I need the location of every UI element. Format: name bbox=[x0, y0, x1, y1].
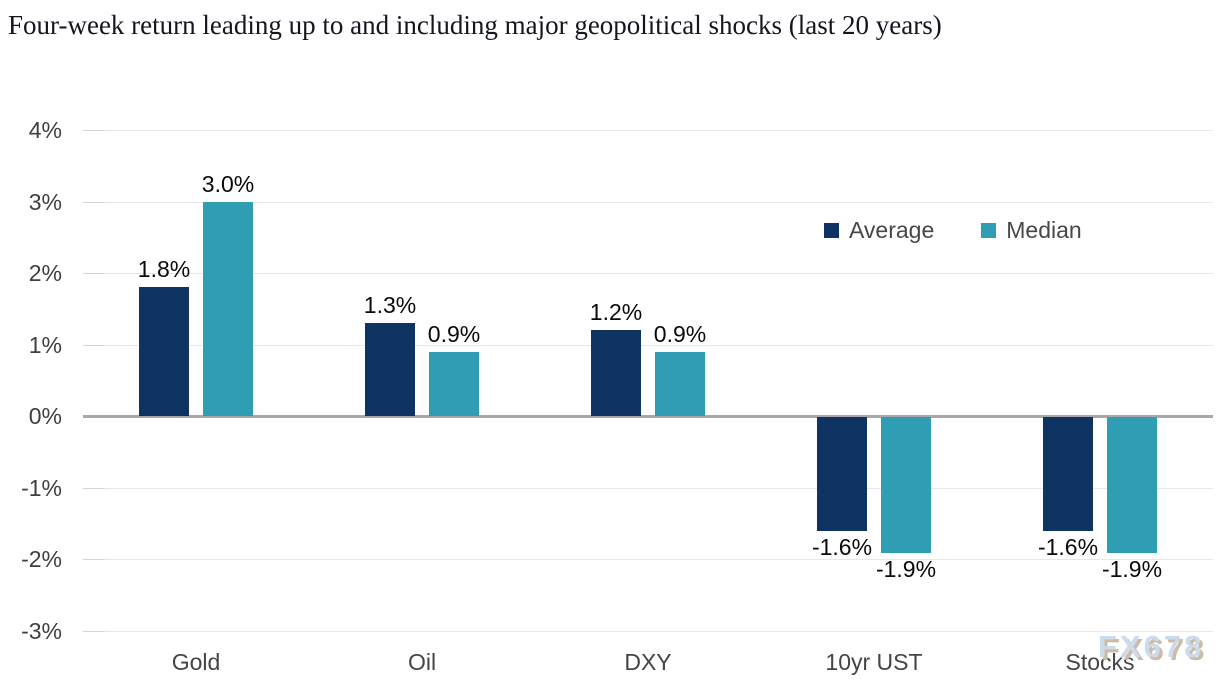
bar-average bbox=[817, 417, 867, 532]
y-axis-tick bbox=[83, 344, 105, 346]
bar-average bbox=[1043, 417, 1093, 532]
grid-line bbox=[83, 487, 1213, 489]
grid-line bbox=[83, 344, 1213, 346]
y-axis-label: -1% bbox=[21, 474, 62, 501]
bar-value-label: 1.3% bbox=[363, 292, 417, 319]
average-series-swatch bbox=[824, 222, 839, 238]
bar-average bbox=[591, 330, 641, 416]
x-axis-label: Oil bbox=[407, 649, 437, 675]
bar-median bbox=[429, 351, 479, 416]
bar-value-label: 0.9% bbox=[653, 320, 707, 347]
x-axis-label: Gold bbox=[171, 649, 221, 675]
y-axis-tick bbox=[83, 487, 105, 489]
bar-value-label: 0.9% bbox=[427, 320, 481, 347]
chart-title: Four-week return leading up to and inclu… bbox=[8, 10, 942, 40]
grid-line bbox=[83, 630, 1213, 632]
y-axis-label: 1% bbox=[28, 331, 62, 358]
bar-median bbox=[881, 417, 931, 553]
y-axis-label: 4% bbox=[28, 117, 62, 143]
legend-label-median: Median bbox=[1006, 217, 1082, 243]
y-axis-label: 3% bbox=[28, 188, 62, 215]
legend-item-average: Average bbox=[824, 216, 934, 244]
bar-value-label: -1.9% bbox=[1101, 555, 1163, 582]
chart-legend: Average Median bbox=[824, 216, 1082, 244]
bar-average bbox=[365, 323, 415, 416]
bar-value-label: 1.8% bbox=[137, 256, 191, 283]
legend-item-median: Median bbox=[981, 216, 1082, 244]
bar-median bbox=[1107, 417, 1157, 553]
y-axis-tick bbox=[83, 201, 105, 203]
grid-line bbox=[83, 559, 1213, 560]
legend-label-average: Average bbox=[849, 217, 935, 243]
bar-median bbox=[655, 351, 705, 416]
y-axis-tick bbox=[83, 130, 105, 131]
x-axis-label: 10yr UST bbox=[825, 649, 923, 675]
bar-value-label: 1.2% bbox=[589, 299, 643, 326]
y-axis-tick bbox=[83, 630, 105, 632]
y-axis-tick bbox=[83, 273, 105, 274]
fx678-watermark: FX678 bbox=[1098, 629, 1205, 664]
median-series-swatch bbox=[981, 222, 997, 238]
grid-line bbox=[83, 201, 1213, 203]
y-axis-tick bbox=[83, 559, 105, 560]
y-axis-label: 0% bbox=[28, 403, 62, 429]
grid-line bbox=[83, 273, 1213, 274]
bar-value-label: 3.0% bbox=[201, 170, 255, 197]
x-axis-label: Stocks bbox=[1065, 649, 1135, 675]
grid-line bbox=[83, 130, 1213, 131]
bar-value-label: -1.9% bbox=[875, 555, 937, 582]
bar-median bbox=[203, 201, 253, 416]
bar-average bbox=[139, 287, 189, 416]
x-axis-label: DXY bbox=[624, 649, 672, 675]
zero-axis-line bbox=[83, 415, 1213, 418]
bar-value-label: -1.6% bbox=[1037, 534, 1099, 561]
bar-value-label: -1.6% bbox=[811, 534, 873, 561]
y-axis-label: -2% bbox=[21, 546, 62, 572]
y-axis-label: -3% bbox=[21, 617, 62, 644]
y-axis-label: 2% bbox=[28, 260, 62, 286]
